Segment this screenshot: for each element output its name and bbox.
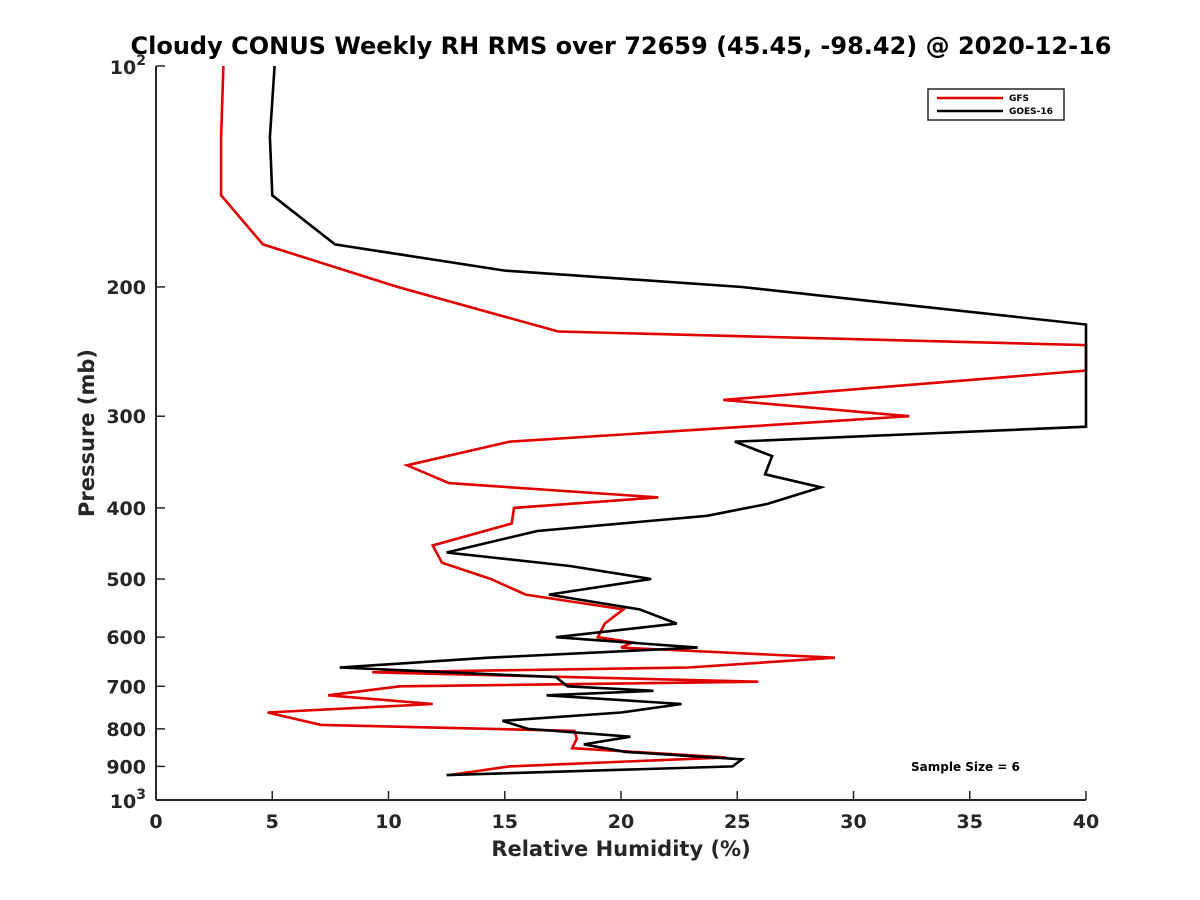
x-tick-label: 0 bbox=[149, 811, 162, 833]
x-tick-label: 40 bbox=[1073, 811, 1099, 833]
legend: GFS GOES-16 bbox=[927, 88, 1065, 121]
x-tick-label: 25 bbox=[724, 811, 750, 833]
y-tick-label: 500 bbox=[106, 569, 146, 591]
y-tick-label: 200 bbox=[106, 277, 146, 299]
series-layer bbox=[219, 65, 1088, 777]
chart-title: Cloudy CONUS Weekly RH RMS over 72659 (4… bbox=[131, 32, 1112, 60]
legend-box bbox=[927, 88, 1065, 121]
y-tick-label: 103 bbox=[110, 787, 146, 813]
x-tick-label: 10 bbox=[375, 811, 401, 833]
series-line-goes16 bbox=[268, 65, 1088, 777]
x-tick-label: 35 bbox=[957, 811, 983, 833]
y-tick-label: 102 bbox=[110, 53, 146, 79]
y-ticks: 102 200 300 400 500 600 700 800 900 103 bbox=[106, 53, 165, 813]
legend-label-gfs: GFS bbox=[1009, 94, 1029, 104]
y-axis-label: Pressure (mb) bbox=[75, 349, 99, 517]
y-tick-label: 300 bbox=[106, 406, 146, 428]
y-tick-label: 700 bbox=[106, 676, 146, 698]
x-tick-label: 15 bbox=[492, 811, 518, 833]
plot-area: 0 5 10 15 20 25 30 35 40 102 200 300 400 500 600 700 80… bbox=[106, 53, 1099, 833]
x-axis-label: Relative Humidity (%) bbox=[491, 837, 750, 861]
y-tick-label: 400 bbox=[106, 498, 146, 520]
y-tick-label: 800 bbox=[106, 719, 146, 741]
x-ticks: 0 5 10 15 20 25 30 35 40 bbox=[149, 791, 1099, 833]
y-tick-label: 600 bbox=[106, 627, 146, 649]
y-tick-label: 900 bbox=[106, 756, 146, 778]
x-tick-label: 5 bbox=[266, 811, 279, 833]
sample-size-annotation: Sample Size = 6 bbox=[911, 760, 1020, 774]
x-tick-label: 30 bbox=[840, 811, 866, 833]
legend-label-goes16: GOES-16 bbox=[1009, 107, 1053, 117]
x-tick-label: 20 bbox=[608, 811, 634, 833]
